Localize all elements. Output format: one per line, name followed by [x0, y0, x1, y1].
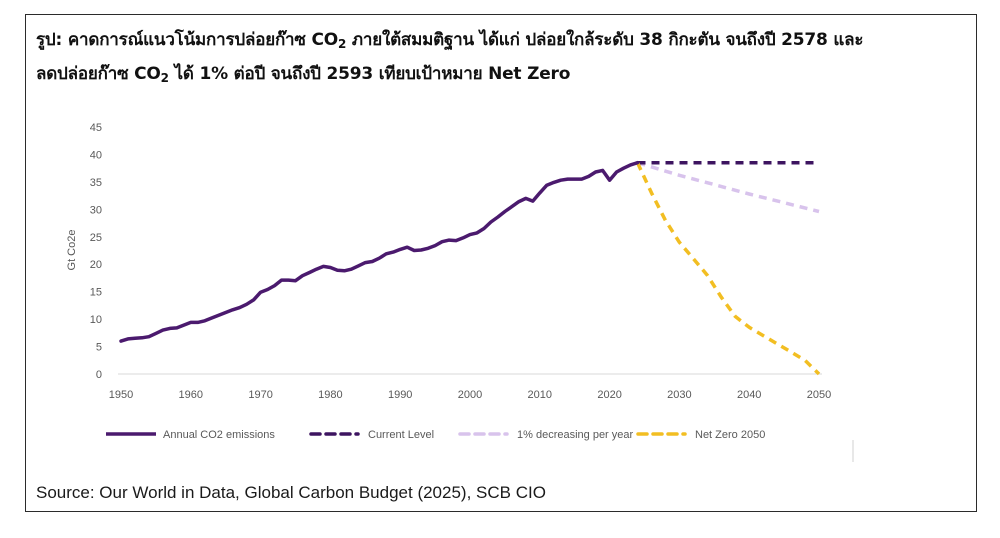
title-text: รูป: คาดการณ์แนวโน้มการปล่อยก๊าซ CO — [36, 30, 338, 50]
x-tick-label: 1950 — [109, 389, 133, 401]
title-text: ภายใต้สมมติฐาน ได้แก่ ปล่อยใกล้ระดับ 38 … — [346, 30, 864, 50]
y-tick-label: 20 — [90, 259, 102, 271]
title-text: ลดปล่อยก๊าซ CO — [36, 64, 161, 84]
legend-label: Current Level — [368, 429, 434, 441]
x-tick-label: 2000 — [458, 389, 482, 401]
x-tick-label: 1960 — [179, 389, 203, 401]
y-tick-label: 30 — [90, 204, 102, 216]
y-tick-label: 10 — [90, 314, 102, 326]
y-tick-label: 5 — [96, 342, 102, 354]
legend-item: Net Zero 2050 — [636, 429, 765, 441]
x-axis-ticks: 1950 1960 1970 1980 1990 2000 2010 2020 2030 2040… — [109, 389, 831, 401]
legend-label: Net Zero 2050 — [695, 429, 765, 441]
x-tick-label: 2050 — [807, 389, 831, 401]
legend-item: Annual CO2 emissions — [106, 429, 275, 441]
y-tick-label: 15 — [90, 287, 102, 299]
series-group — [119, 160, 821, 376]
x-tick-label: 1990 — [388, 389, 412, 401]
y-tick-label: 0 — [96, 369, 102, 381]
y-tick-label: 40 — [90, 149, 102, 161]
title-subscript: 2 — [338, 37, 347, 51]
x-tick-label: 1970 — [248, 389, 272, 401]
figure-title: รูป: คาดการณ์แนวโน้มการปล่อยก๊าซ CO2 ภาย… — [36, 25, 966, 93]
y-tick-label: 25 — [90, 232, 102, 244]
figure-frame: รูป: คาดการณ์แนวโน้มการปล่อยก๊าซ CO2 ภาย… — [25, 14, 977, 512]
legend-item: 1% decreasing per year — [458, 429, 634, 441]
y-axis-label: Gt Co2e — [66, 230, 78, 271]
legend-label: Annual CO2 emissions — [163, 429, 275, 441]
y-tick-label: 45 — [90, 122, 102, 134]
x-tick-label: 2020 — [597, 389, 621, 401]
series-1-decreasing-per-year — [636, 161, 820, 214]
legend: Annual CO2 emissions Current Level 1% decr… — [106, 429, 765, 441]
y-axis-ticks: 0 5 10 15 20 25 30 35 40 45 — [90, 122, 102, 381]
source-note: Source: Our World in Data, Global Carbon… — [36, 483, 546, 502]
title-text: ได้ 1% ต่อปี จนถึงปี 2593 เทียบเป้าหมาย … — [168, 64, 571, 84]
legend-item: Current Level — [309, 429, 434, 441]
series-annual-co2-emissions — [119, 160, 640, 343]
title-line-1: รูป: คาดการณ์แนวโน้มการปล่อยก๊าซ CO2 ภาย… — [36, 25, 966, 59]
x-tick-label: 2030 — [667, 389, 691, 401]
y-tick-label: 35 — [90, 177, 102, 189]
legend-label: 1% decreasing per year — [517, 429, 634, 441]
x-tick-label: 1980 — [318, 389, 342, 401]
x-tick-label: 2040 — [737, 389, 761, 401]
title-line-2: ลดปล่อยก๊าซ CO2 ได้ 1% ต่อปี จนถึงปี 259… — [36, 59, 966, 93]
title-subscript: 2 — [160, 71, 169, 85]
x-tick-label: 2010 — [528, 389, 552, 401]
series-net-zero-2050 — [635, 161, 821, 376]
